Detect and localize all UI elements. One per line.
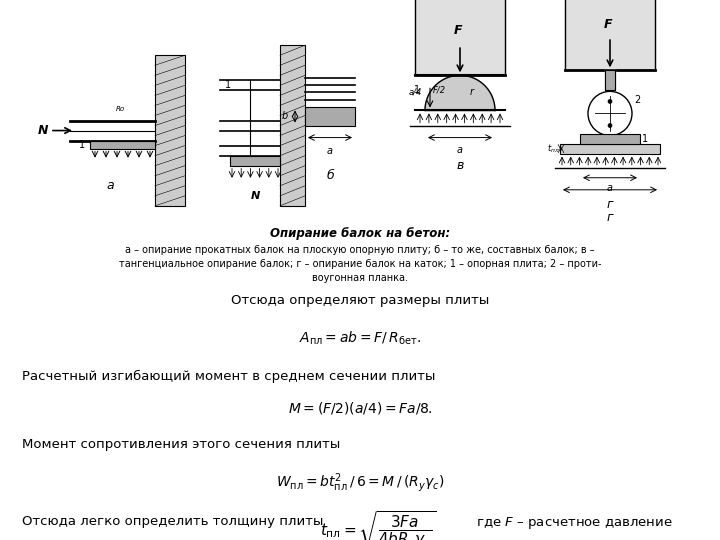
Text: F: F xyxy=(454,24,462,37)
Text: b: b xyxy=(282,111,288,122)
Bar xyxy=(280,45,305,206)
Text: а – опирание прокатных балок на плоскую опорную плиту; б – то же, составных бало: а – опирание прокатных балок на плоскую … xyxy=(125,245,595,255)
Bar xyxy=(230,156,280,166)
Text: a/4: a/4 xyxy=(409,88,422,97)
Text: Момент сопротивления этого сечения плиты: Момент сопротивления этого сечения плиты xyxy=(22,438,340,451)
Text: 1: 1 xyxy=(79,140,85,150)
Text: Отсюда определяют размеры плиты: Отсюда определяют размеры плиты xyxy=(231,294,489,307)
Polygon shape xyxy=(415,0,505,75)
Text: б: б xyxy=(326,169,334,182)
Bar xyxy=(560,144,660,154)
Text: в: в xyxy=(456,159,464,172)
Bar xyxy=(90,140,155,148)
Text: а: а xyxy=(106,179,114,192)
Text: 1: 1 xyxy=(642,133,648,144)
Text: $t_{\mathrm{пл}} = \sqrt{\dfrac{3Fa}{4bR_y\gamma_c}}$: $t_{\mathrm{пл}} = \sqrt{\dfrac{3Fa}{4bR… xyxy=(320,510,436,540)
Text: г: г xyxy=(607,212,613,225)
Text: г: г xyxy=(607,198,613,211)
Text: F: F xyxy=(604,18,612,31)
Text: a: a xyxy=(327,146,333,156)
Circle shape xyxy=(588,91,632,136)
Text: 1: 1 xyxy=(225,80,231,90)
Bar xyxy=(580,133,640,144)
Text: Расчетный изгибающий момент в среднем сечении плиты: Расчетный изгибающий момент в среднем се… xyxy=(22,370,435,383)
Text: Ro: Ro xyxy=(115,106,125,112)
Bar xyxy=(155,55,185,206)
Text: r: r xyxy=(618,105,622,116)
Circle shape xyxy=(608,124,612,127)
Text: Опирание балок на бетон:: Опирание балок на бетон: xyxy=(270,227,450,240)
Text: a: a xyxy=(457,145,463,154)
Text: Отсюда легко определить толщину плиты: Отсюда легко определить толщину плиты xyxy=(22,515,323,528)
Text: F/2: F/2 xyxy=(433,86,446,95)
Polygon shape xyxy=(605,70,615,90)
Circle shape xyxy=(608,99,612,104)
Text: $A_{\mathrm{пл}} = ab = F/\,R_{\mathrm{бет}}.$: $A_{\mathrm{пл}} = ab = F/\,R_{\mathrm{б… xyxy=(299,329,421,347)
Text: $W_{\mathrm{пл}} = bt_{\mathrm{пл}}^2\,/\,6 = M\,/\,(R_y\gamma_c)$: $W_{\mathrm{пл}} = bt_{\mathrm{пл}}^2\,/… xyxy=(276,471,444,495)
Polygon shape xyxy=(425,75,495,111)
Text: тангенциальное опирание балок; г – опирание балок на каток; 1 – опорная плита; 2: тангенциальное опирание балок; г – опира… xyxy=(119,259,601,269)
Bar xyxy=(305,107,355,125)
Text: 1: 1 xyxy=(414,85,420,96)
Text: где $F$ – расчетное давление: где $F$ – расчетное давление xyxy=(468,515,672,531)
Text: $M = (F/2)(a/4) = Fa/8.$: $M = (F/2)(a/4) = Fa/8.$ xyxy=(287,401,433,416)
Text: a: a xyxy=(607,183,613,193)
Text: 2: 2 xyxy=(634,96,640,105)
Text: N: N xyxy=(251,191,260,201)
Text: r: r xyxy=(470,87,474,97)
Text: воугонная планка.: воугонная планка. xyxy=(312,273,408,283)
Polygon shape xyxy=(565,0,655,70)
Text: $t_{пл}$: $t_{пл}$ xyxy=(547,143,560,155)
Text: N: N xyxy=(37,124,48,137)
